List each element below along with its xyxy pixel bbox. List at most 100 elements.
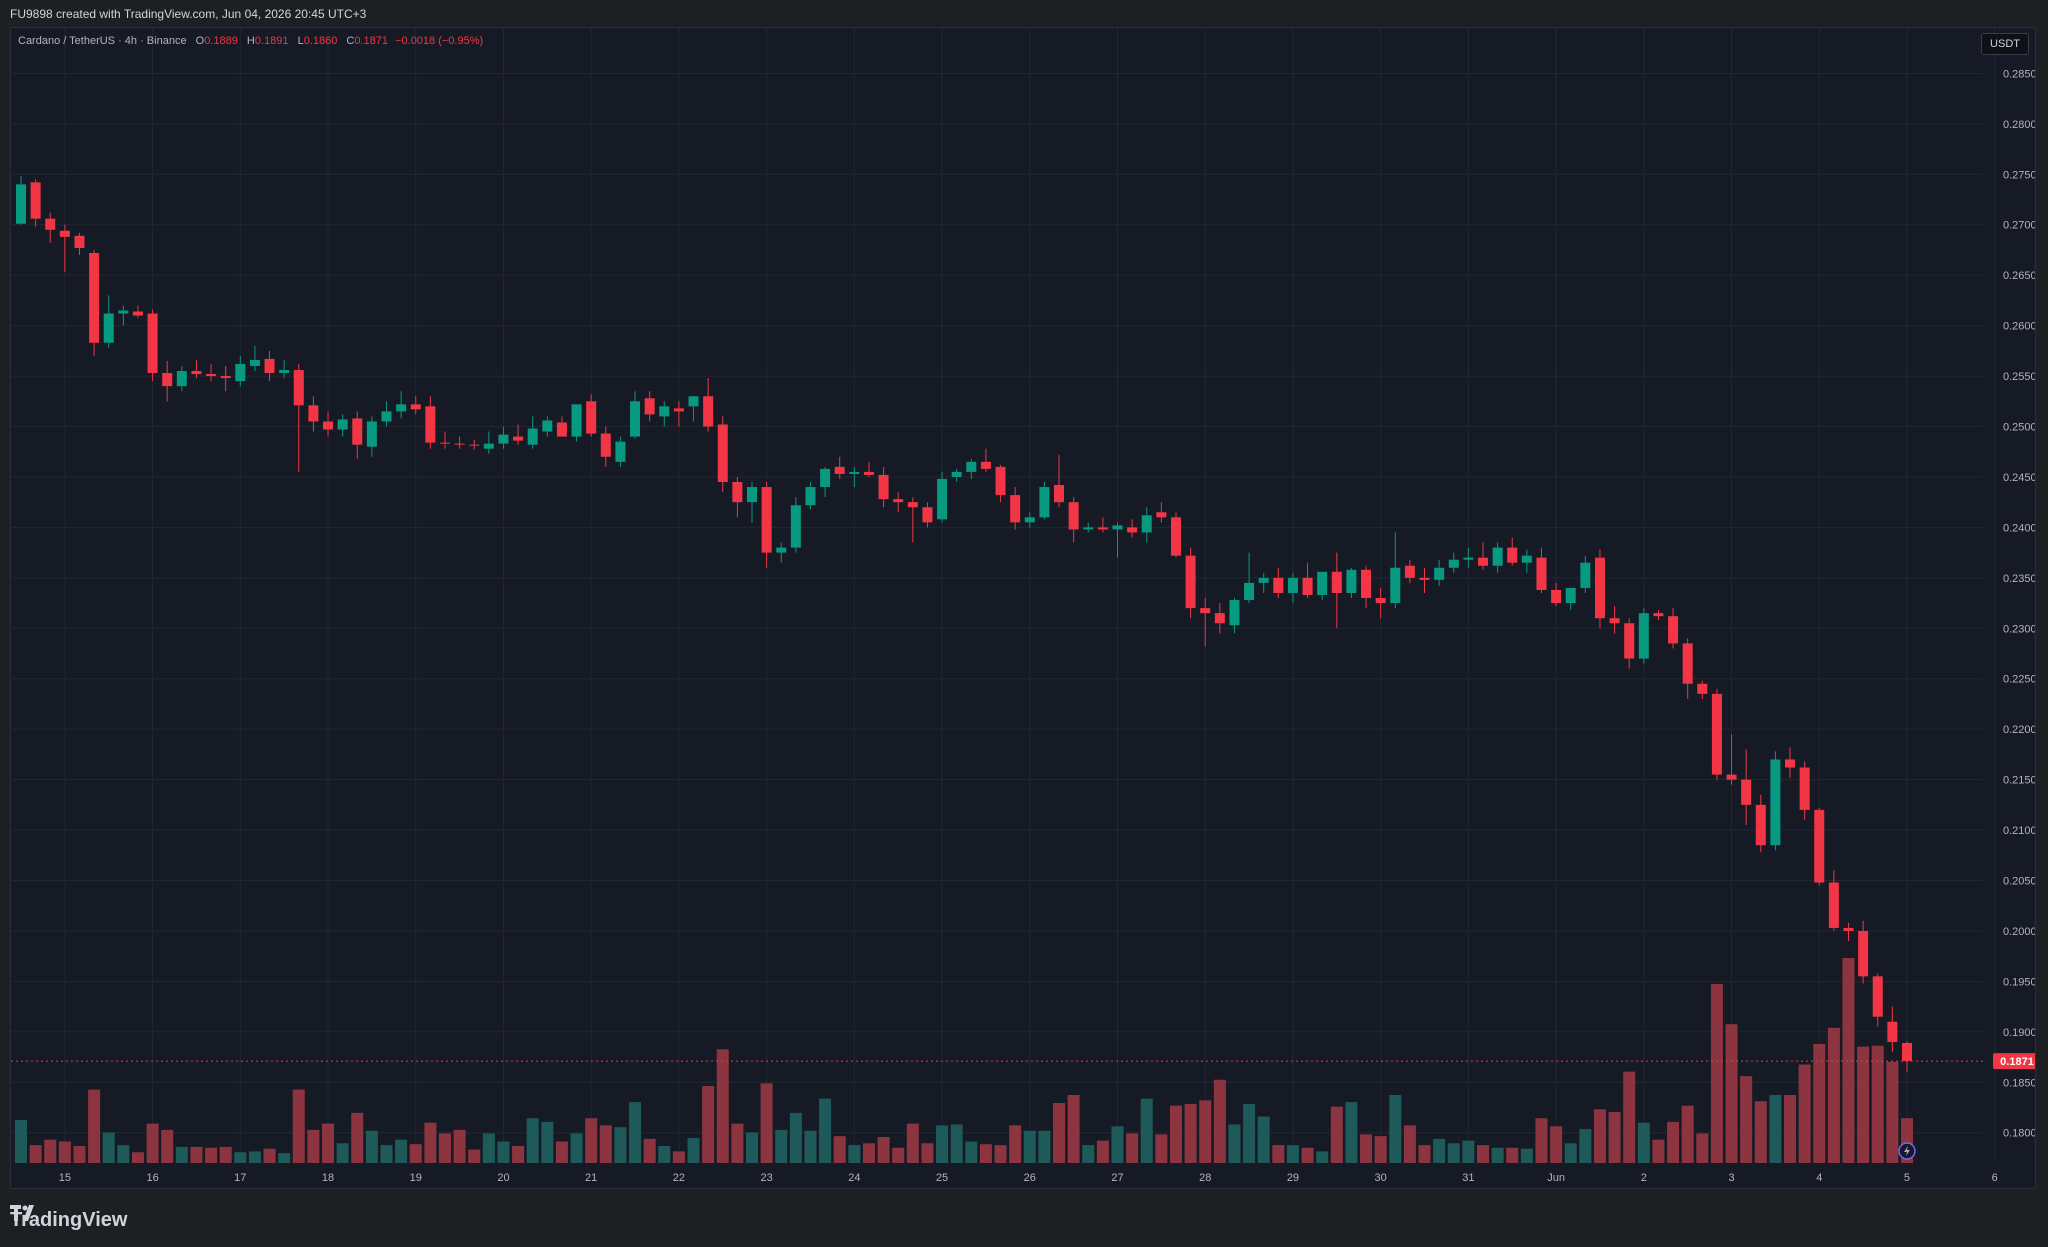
candle-body <box>1170 517 1181 556</box>
candle-body <box>1024 517 1035 523</box>
date-tick-label: 4 <box>1816 1172 1822 1184</box>
currency-unit-button[interactable]: USDT <box>1981 33 2029 55</box>
volume-bar <box>1842 958 1855 1163</box>
candle-body <box>352 418 363 445</box>
volume-bar <box>1593 1109 1606 1163</box>
volume-bar <box>1740 1076 1753 1163</box>
volume-bar <box>278 1153 291 1163</box>
date-tick-label: Jun <box>1547 1172 1565 1184</box>
candle-body <box>439 442 450 444</box>
candle-body <box>1419 577 1430 580</box>
price-tick-label: 0.2300 <box>2003 623 2036 635</box>
close-label: C <box>346 35 355 47</box>
volume-bar <box>409 1144 422 1163</box>
volume-bar <box>88 1089 101 1163</box>
candle-body <box>556 422 567 437</box>
volume-bar <box>1169 1105 1182 1163</box>
price-tick-label: 0.2600 <box>2003 321 2036 333</box>
candle-body <box>1755 804 1766 846</box>
candle-body <box>1127 527 1138 533</box>
open-label: O <box>195 35 205 47</box>
candle-body <box>1770 759 1781 846</box>
candle-body <box>1156 512 1167 518</box>
volume-bar <box>921 1143 934 1163</box>
volume-bar <box>1710 983 1723 1163</box>
price-tick-label: 0.2200 <box>2003 724 2036 736</box>
volume-bar <box>1579 1128 1592 1163</box>
volume-bar <box>424 1122 437 1163</box>
candle-body <box>571 404 582 437</box>
candle-body <box>1624 623 1635 659</box>
candle-body <box>951 471 962 477</box>
candle-body <box>1682 643 1693 684</box>
candle-body <box>1302 577 1313 595</box>
candle-body <box>1083 527 1094 530</box>
volume-bar <box>1681 1105 1694 1163</box>
candle-body <box>937 478 948 520</box>
candle-body <box>1785 759 1796 768</box>
volume-bar <box>58 1141 71 1163</box>
volume-bar <box>1418 1145 1431 1163</box>
candle-body <box>1594 557 1605 619</box>
date-tick-label: 19 <box>410 1172 422 1184</box>
date-tick-label: 21 <box>585 1172 597 1184</box>
candle-body <box>45 218 56 230</box>
date-tick-label: 2 <box>1641 1172 1647 1184</box>
volume-bar <box>1784 1094 1797 1163</box>
volume-bar <box>190 1146 203 1163</box>
volume-bar <box>526 1118 539 1163</box>
volume-bar <box>1477 1145 1489 1163</box>
candle-body <box>308 405 319 422</box>
volume-bar <box>29 1145 42 1163</box>
volume-bar <box>1813 1043 1826 1163</box>
volume-bar <box>950 1124 963 1163</box>
volume-bar <box>380 1145 393 1163</box>
volume-bar <box>44 1139 57 1163</box>
candle-body <box>630 401 641 437</box>
volume-bar <box>1506 1147 1519 1163</box>
candle-body <box>1068 502 1079 530</box>
candle-body <box>805 487 816 506</box>
candle-body <box>1273 577 1284 593</box>
price-tick-label: 0.2700 <box>2003 220 2036 232</box>
volume-bar <box>585 1118 598 1163</box>
volume-bar <box>804 1130 817 1163</box>
volume-bar <box>1228 1124 1241 1163</box>
price-tick-label: 0.2250 <box>2003 674 2036 686</box>
candle-body <box>381 411 392 422</box>
volume-bar <box>877 1137 890 1163</box>
low-value: 0.1860 <box>303 35 338 47</box>
candle-body <box>469 444 480 446</box>
candle-body <box>966 461 977 472</box>
volume-bar <box>248 1151 261 1163</box>
volume-bar <box>102 1132 115 1163</box>
candle-body <box>410 404 421 410</box>
volume-bar <box>1038 1130 1051 1163</box>
volume-bar <box>1360 1134 1373 1163</box>
volume-bar <box>1330 1106 1343 1163</box>
current-price-tag <box>1993 1053 2035 1070</box>
date-tick-label: 25 <box>936 1172 948 1184</box>
candle-body <box>1346 569 1357 593</box>
volume-bar <box>629 1102 642 1163</box>
chart-pane[interactable]: 0.1800 0.1850 0.1900 0.1950 0.2000 0.2050 0.21… <box>10 27 2036 1189</box>
volume-bar <box>1023 1130 1036 1163</box>
volume-bar <box>555 1141 568 1163</box>
candle-body <box>1287 577 1298 593</box>
candle-body <box>1039 487 1050 518</box>
volume-bar <box>15 1120 27 1163</box>
candlestick-chart[interactable]: 0.1800 0.1850 0.1900 0.1950 0.2000 0.2050 0.21… <box>11 28 2036 1189</box>
date-tick-label: 5 <box>1904 1172 1910 1184</box>
symbol-title[interactable]: Cardano / TetherUS · 4h · Binance <box>18 35 187 47</box>
price-tick-label: 0.2750 <box>2003 169 2036 181</box>
candle-body <box>396 404 407 412</box>
tradingview-footer: TradingView <box>10 1205 127 1235</box>
candle-body <box>1434 567 1445 580</box>
volume-bar <box>862 1143 875 1163</box>
candle-body <box>220 376 231 379</box>
candle-body <box>147 313 158 374</box>
candle-body <box>673 408 684 412</box>
candle-body <box>16 184 26 224</box>
volume-bar <box>819 1098 832 1163</box>
volume-bar <box>1257 1116 1270 1163</box>
